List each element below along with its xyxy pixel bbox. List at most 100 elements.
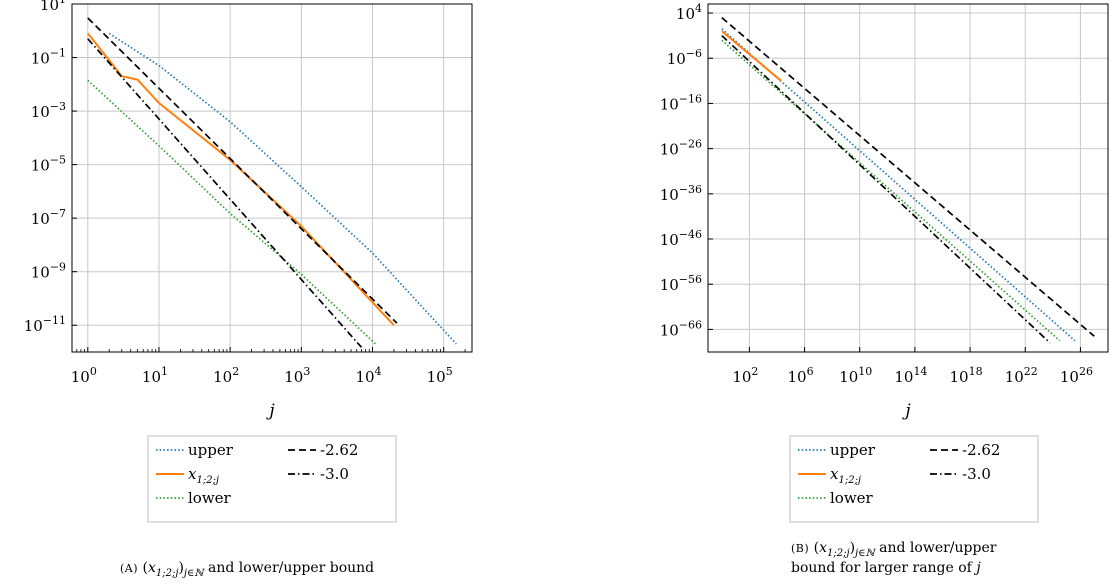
y-tick-label-exp: −1 bbox=[50, 47, 66, 60]
x-tick-label-exp: 26 bbox=[1079, 365, 1093, 378]
x-tick-label-exp: 2 bbox=[232, 365, 239, 378]
y-tick-label-base: 10 bbox=[24, 317, 43, 335]
legend-label: -3.0 bbox=[320, 465, 349, 483]
legend-label-main: lower bbox=[188, 489, 232, 507]
series-b bbox=[721, 16, 1095, 344]
caption-sub: j∈ℕ bbox=[853, 548, 877, 559]
xlabel-a: j bbox=[265, 401, 275, 421]
x-tick-label: 101 bbox=[142, 365, 168, 386]
x-tick-label-exp: 3 bbox=[303, 365, 310, 378]
legend-label-main: upper bbox=[830, 441, 876, 459]
y-tick-label-base: 10 bbox=[40, 0, 59, 14]
x-tick-label-exp: 14 bbox=[913, 365, 927, 378]
series-line-m2m62 bbox=[721, 16, 1095, 337]
x-tick-label-exp: 2 bbox=[751, 365, 758, 378]
grid-a bbox=[72, 3, 472, 352]
y-tick-label: 101 bbox=[40, 0, 66, 14]
x-tick-label-exp: 0 bbox=[90, 365, 97, 378]
caption-text: ) bbox=[850, 540, 855, 556]
panel-a: 10010110210310410510110−110−310−510−710−… bbox=[24, 0, 473, 579]
legend-label: x1;2;j bbox=[830, 465, 861, 486]
y-tick-label-exp: −16 bbox=[679, 92, 702, 105]
series-line-x bbox=[721, 30, 782, 82]
y-tick-label-exp: −7 bbox=[50, 207, 66, 220]
y-tick-label-base: 10 bbox=[31, 157, 50, 175]
x-tick-label: 102 bbox=[732, 365, 758, 386]
series-line-m3m0 bbox=[87, 38, 363, 348]
x-tick-label-exp: 4 bbox=[375, 365, 382, 378]
x-tick-label-base: 10 bbox=[1005, 368, 1024, 386]
x-tick-label: 1018 bbox=[950, 365, 983, 386]
legend-label-main: x bbox=[188, 465, 197, 483]
y-tick-label-exp: −6 bbox=[686, 47, 702, 60]
legend-label-main: lower bbox=[830, 489, 874, 507]
x-tick-label-base: 10 bbox=[71, 368, 90, 386]
x-tick-label: 1026 bbox=[1060, 365, 1093, 386]
y-tick-label-exp: −56 bbox=[679, 273, 702, 286]
x-tick-label: 103 bbox=[284, 365, 310, 386]
caption-label: (A) bbox=[120, 562, 138, 575]
x-tick-label-base: 10 bbox=[427, 368, 446, 386]
x-tick-label: 104 bbox=[355, 365, 381, 386]
x-tick-label-exp: 5 bbox=[446, 365, 453, 378]
caption-math: x bbox=[148, 560, 156, 576]
plot-frame-b bbox=[707, 3, 1109, 353]
series-line-m2m62 bbox=[87, 17, 398, 324]
caption-text: ( bbox=[809, 540, 819, 556]
legend-a: upper -2.62 x1;2;j -3.0 lower bbox=[147, 435, 397, 523]
legend-b: upper -2.62 x1;2;j -3.0 lower bbox=[789, 435, 1039, 523]
y-tick-label-exp: −11 bbox=[43, 314, 66, 327]
y-tick-label: 10−7 bbox=[31, 207, 66, 228]
x-tick-label-base: 10 bbox=[894, 368, 913, 386]
y-tick-label: 10−36 bbox=[660, 183, 702, 204]
x-tick-label: 1022 bbox=[1005, 365, 1038, 386]
y-tick-label: 10−66 bbox=[660, 318, 702, 339]
x-tick-label-base: 10 bbox=[839, 368, 858, 386]
series-line-x bbox=[87, 32, 395, 326]
legend-label-main: -2.62 bbox=[320, 441, 358, 459]
ticks-a: 10010110210310410510110−110−310−510−710−… bbox=[24, 0, 466, 386]
series-line-lower bbox=[721, 39, 1061, 342]
y-tick-label: 10−16 bbox=[660, 92, 702, 113]
x-axis-label: j bbox=[265, 401, 275, 421]
plot-frame-a bbox=[71, 3, 473, 353]
y-tick-label-exp: 4 bbox=[695, 2, 702, 15]
caption-line-1: (B) (x1;2;j)j∈ℕ and lower/upper bbox=[791, 540, 997, 559]
x-tick-label: 106 bbox=[788, 365, 814, 386]
caption-math: x bbox=[819, 540, 827, 556]
caption-text: ) bbox=[178, 560, 183, 576]
legend-label: lower bbox=[830, 489, 874, 507]
x-axis-label: j bbox=[901, 401, 911, 421]
x-tick-label-exp: 18 bbox=[969, 365, 983, 378]
y-tick-label-base: 10 bbox=[667, 50, 686, 68]
legend-label: lower bbox=[188, 489, 232, 507]
y-tick-label: 10−26 bbox=[660, 138, 702, 159]
legend-label: x1;2;j bbox=[188, 465, 219, 486]
x-tick-label-exp: 22 bbox=[1024, 365, 1038, 378]
legend-box bbox=[789, 435, 1039, 523]
ticks-b: 102 106 1010 1014 1018 1022 102610410−610−1610… bbox=[660, 2, 1093, 386]
legend-label-main: x bbox=[830, 465, 839, 483]
y-tick-label-base: 10 bbox=[31, 264, 50, 282]
caption-sub: 1;2;j bbox=[827, 548, 850, 559]
y-tick-label: 10−6 bbox=[667, 47, 702, 68]
legend-label: upper bbox=[188, 441, 234, 459]
x-tick-label-base: 10 bbox=[284, 368, 303, 386]
y-tick-label-base: 10 bbox=[660, 186, 679, 204]
x-tick-label-base: 10 bbox=[1060, 368, 1079, 386]
legend-label-main: upper bbox=[188, 441, 234, 459]
y-tick-label-exp: −3 bbox=[50, 100, 66, 113]
x-tick-label-base: 10 bbox=[213, 368, 232, 386]
y-tick-label-base: 10 bbox=[31, 50, 50, 68]
y-tick-label-exp: −5 bbox=[50, 154, 66, 167]
x-tick-label: 102 bbox=[213, 365, 239, 386]
y-tick-label: 104 bbox=[676, 2, 702, 23]
y-tick-label-exp: −36 bbox=[679, 183, 702, 196]
y-tick-label-base: 10 bbox=[660, 321, 679, 339]
y-tick-label-base: 10 bbox=[660, 276, 679, 294]
xlabel-b: j bbox=[901, 401, 911, 421]
x-tick-label: 1014 bbox=[894, 365, 927, 386]
y-tick-label: 10−5 bbox=[31, 154, 66, 175]
y-tick-label-exp: −66 bbox=[679, 318, 702, 331]
